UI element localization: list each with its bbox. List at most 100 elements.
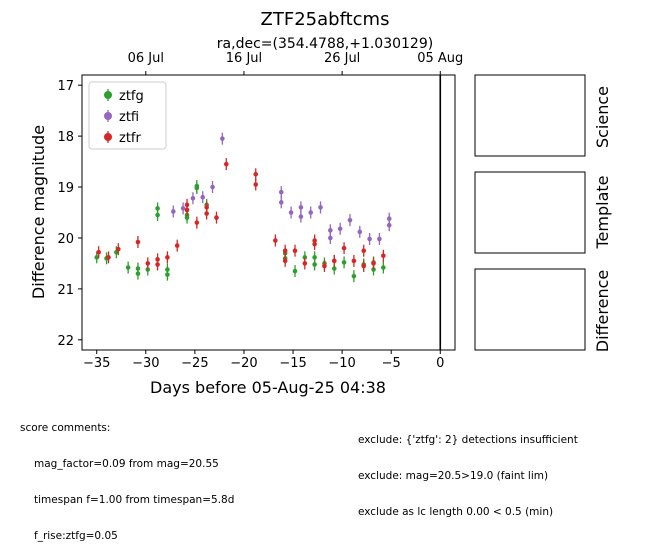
top-tick-label: 06 Jul: [128, 51, 164, 66]
ztfi-point: [170, 205, 176, 218]
ztfg-point: [341, 256, 347, 269]
ztfi-point: [377, 232, 382, 245]
ztfi-point: [200, 191, 206, 204]
legend-label: ztfi: [119, 110, 139, 125]
y-tick-label: 19: [57, 181, 74, 196]
ztfr-point: [331, 254, 337, 267]
ztfr-point: [106, 251, 111, 264]
ztfg-point: [381, 261, 386, 274]
y-tick-label: 22: [57, 334, 74, 349]
exclude-comment-line: exclude as lc length 0.00 < 0.5 (min): [358, 506, 554, 518]
ztfr-point: [145, 257, 151, 270]
science-panel: [474, 74, 586, 157]
top-tick-label: 16 Jul: [226, 51, 262, 66]
x-tick-label: −5: [382, 356, 401, 371]
legend-entry-ztfg: ztfg: [104, 89, 144, 104]
ztfr-point: [312, 238, 317, 251]
ztfg-point: [194, 180, 200, 193]
ztfr-point: [194, 216, 200, 229]
ztfi-point: [190, 192, 196, 205]
exclude-comment-line: exclude: mag=20.5>19.0 (faint lim): [358, 470, 549, 482]
chart-subtitle: ra,dec=(354.4788,+1.030129): [217, 36, 433, 52]
light-curve-chart: ZTF25abftcms ra,dec=(354.4788,+1.030129)…: [29, 9, 612, 397]
ztfi-point: [278, 196, 284, 209]
ztfi-point: [347, 214, 353, 227]
ztfi-point: [220, 132, 225, 145]
ztfr-point: [292, 244, 298, 257]
ztfg-point: [135, 267, 141, 280]
ztfr-point: [155, 258, 160, 271]
chart-title: ZTF25abftcms: [261, 9, 390, 30]
ztfr-point: [351, 254, 357, 267]
ztfi-point: [367, 232, 372, 245]
ztfi-point: [318, 201, 323, 214]
legend-label: ztfg: [119, 89, 144, 104]
difference-panel: [474, 268, 586, 351]
x-tick-label: −35: [83, 356, 110, 371]
ztfr-point: [165, 251, 170, 264]
ztfr-point: [341, 242, 347, 255]
x-tick-label: −20: [230, 356, 257, 371]
legend-label: ztfr: [119, 131, 141, 146]
ztfr-point: [223, 158, 229, 171]
x-tick-label: −15: [279, 356, 306, 371]
ztfg-point: [292, 265, 298, 278]
y-tick-label: 21: [57, 283, 74, 298]
ztfi-point: [278, 186, 284, 199]
ztfr-point: [273, 234, 278, 247]
ztfr-point: [184, 203, 190, 216]
ztfr-point: [381, 249, 386, 262]
x-axis-label: Days before 05-Aug-25 04:38: [150, 378, 386, 397]
template-panel: [474, 171, 586, 254]
difference-label: Difference: [593, 270, 612, 352]
ztfr-point: [214, 211, 219, 224]
ztfr-point: [361, 259, 367, 272]
ztfg-point: [155, 209, 160, 222]
ztfr-point: [174, 239, 180, 252]
ztfr-point: [302, 257, 308, 270]
exclude-comments: exclude: {'ztfg': 2} detections insuffic…: [358, 410, 578, 530]
ztfr-point: [282, 244, 288, 257]
ztfr-point: [253, 168, 259, 181]
y-tick-label: 20: [57, 232, 74, 247]
exclude-comment-line: exclude: {'ztfg': 2} detections insuffic…: [358, 434, 578, 446]
top-tick-label: 26 Jul: [324, 51, 360, 66]
axis-ticks: −35 −30 −25 −20 −15 −10 −5 0 17 18 19 20 21 22 06 Jul 1…: [57, 51, 463, 371]
legend-entry-ztfr: ztfr: [104, 131, 141, 146]
top-tick-label: 05 Aug: [417, 51, 463, 66]
score-comment-line: mag_factor=0.09 from mag=20.55: [34, 458, 219, 470]
x-tick-label: 0: [436, 356, 444, 371]
ztfg-point: [351, 270, 357, 283]
ztfr-point: [361, 244, 367, 257]
ztfi-point: [308, 206, 314, 219]
x-tick-label: −25: [181, 356, 208, 371]
y-tick-label: 18: [57, 130, 74, 145]
x-tick-label: −10: [328, 356, 355, 371]
science-label: Science: [593, 86, 612, 148]
score-comment-line: f_rise:ztfg=0.05: [34, 530, 118, 542]
ztfr-point: [116, 243, 121, 256]
ztfi-point: [328, 231, 333, 244]
score-comment-line: timespan f=1.00 from timespan=5.8d: [34, 494, 235, 506]
template-label: Template: [593, 175, 612, 249]
ztfi-point: [298, 210, 304, 223]
ztfi-point: [210, 181, 215, 194]
ztfr-point: [204, 207, 209, 220]
y-tick-label: 17: [57, 79, 74, 94]
plot-frame: [81, 74, 456, 351]
ztfi-point: [288, 206, 294, 219]
ztfg-point: [165, 268, 170, 281]
ztfi-point: [180, 202, 186, 215]
score-comments: score comments: mag_factor=0.09 from mag…: [20, 398, 234, 554]
ztfg-point: [312, 258, 317, 271]
ztfr-point: [253, 178, 259, 191]
ztfi-point: [386, 219, 392, 232]
ztfi-point: [337, 222, 343, 235]
ztfg-point: [125, 261, 131, 274]
legend-entry-ztfi: ztfi: [104, 110, 139, 125]
ztfi-point: [357, 225, 363, 238]
ztfr-point: [322, 259, 327, 272]
y-axis-label: Difference magnitude: [29, 125, 48, 299]
side-panels: Science Template Difference: [474, 74, 612, 352]
score-comments-heading: score comments:: [20, 422, 111, 434]
